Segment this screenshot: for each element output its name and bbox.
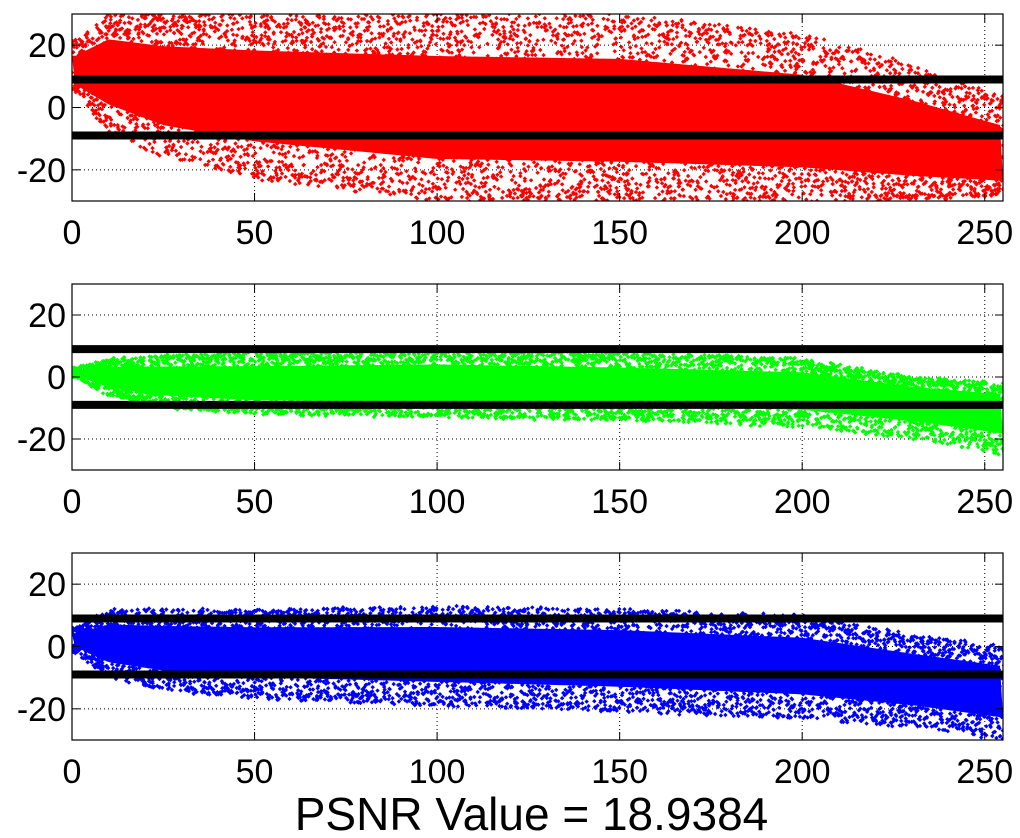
x-tick-label: 250 — [956, 753, 1013, 791]
x-tick-label: 50 — [236, 483, 274, 521]
scatter-points — [72, 14, 1003, 201]
subplot-1: 0 50 100 150 200 250 -20 0 20 — [17, 13, 1013, 252]
x-tick-label: 200 — [774, 214, 831, 252]
y-tick-label: -20 — [17, 421, 66, 459]
y-tick-label: 20 — [28, 27, 66, 65]
x-axis-label: PSNR Value = 18.9384 — [295, 788, 769, 838]
x-tick-label: 0 — [63, 214, 82, 252]
subplot-3: 0 50 100 150 200 250 -20 0 20 — [17, 552, 1013, 791]
subplot-2: 0 50 100 150 200 250 -20 0 20 — [17, 283, 1013, 521]
x-tick-label: 150 — [591, 214, 648, 252]
y-tick-label: -20 — [17, 691, 66, 729]
x-tick-label: 150 — [591, 483, 648, 521]
x-tick-label: 50 — [236, 214, 274, 252]
scatter-series — [72, 14, 1003, 201]
y-tick-label: 20 — [28, 297, 66, 335]
x-tick-label: 0 — [63, 483, 82, 521]
x-tick-label: 100 — [409, 214, 466, 252]
x-tick-label: 250 — [956, 483, 1013, 521]
y-tick-label: 20 — [28, 566, 66, 604]
y-tick-label: -20 — [17, 152, 66, 190]
x-tick-label: 0 — [63, 753, 82, 791]
x-tick-label: 100 — [409, 753, 466, 791]
x-tick-label: 200 — [774, 753, 831, 791]
x-tick-label: 100 — [409, 483, 466, 521]
y-tick-label: 0 — [47, 359, 66, 397]
y-tick-label: 0 — [47, 90, 66, 128]
x-tick-label: 150 — [591, 753, 648, 791]
y-tick-label: 0 — [47, 629, 66, 667]
x-tick-label: 200 — [774, 483, 831, 521]
x-tick-label: 50 — [236, 753, 274, 791]
x-tick-label: 250 — [956, 214, 1013, 252]
